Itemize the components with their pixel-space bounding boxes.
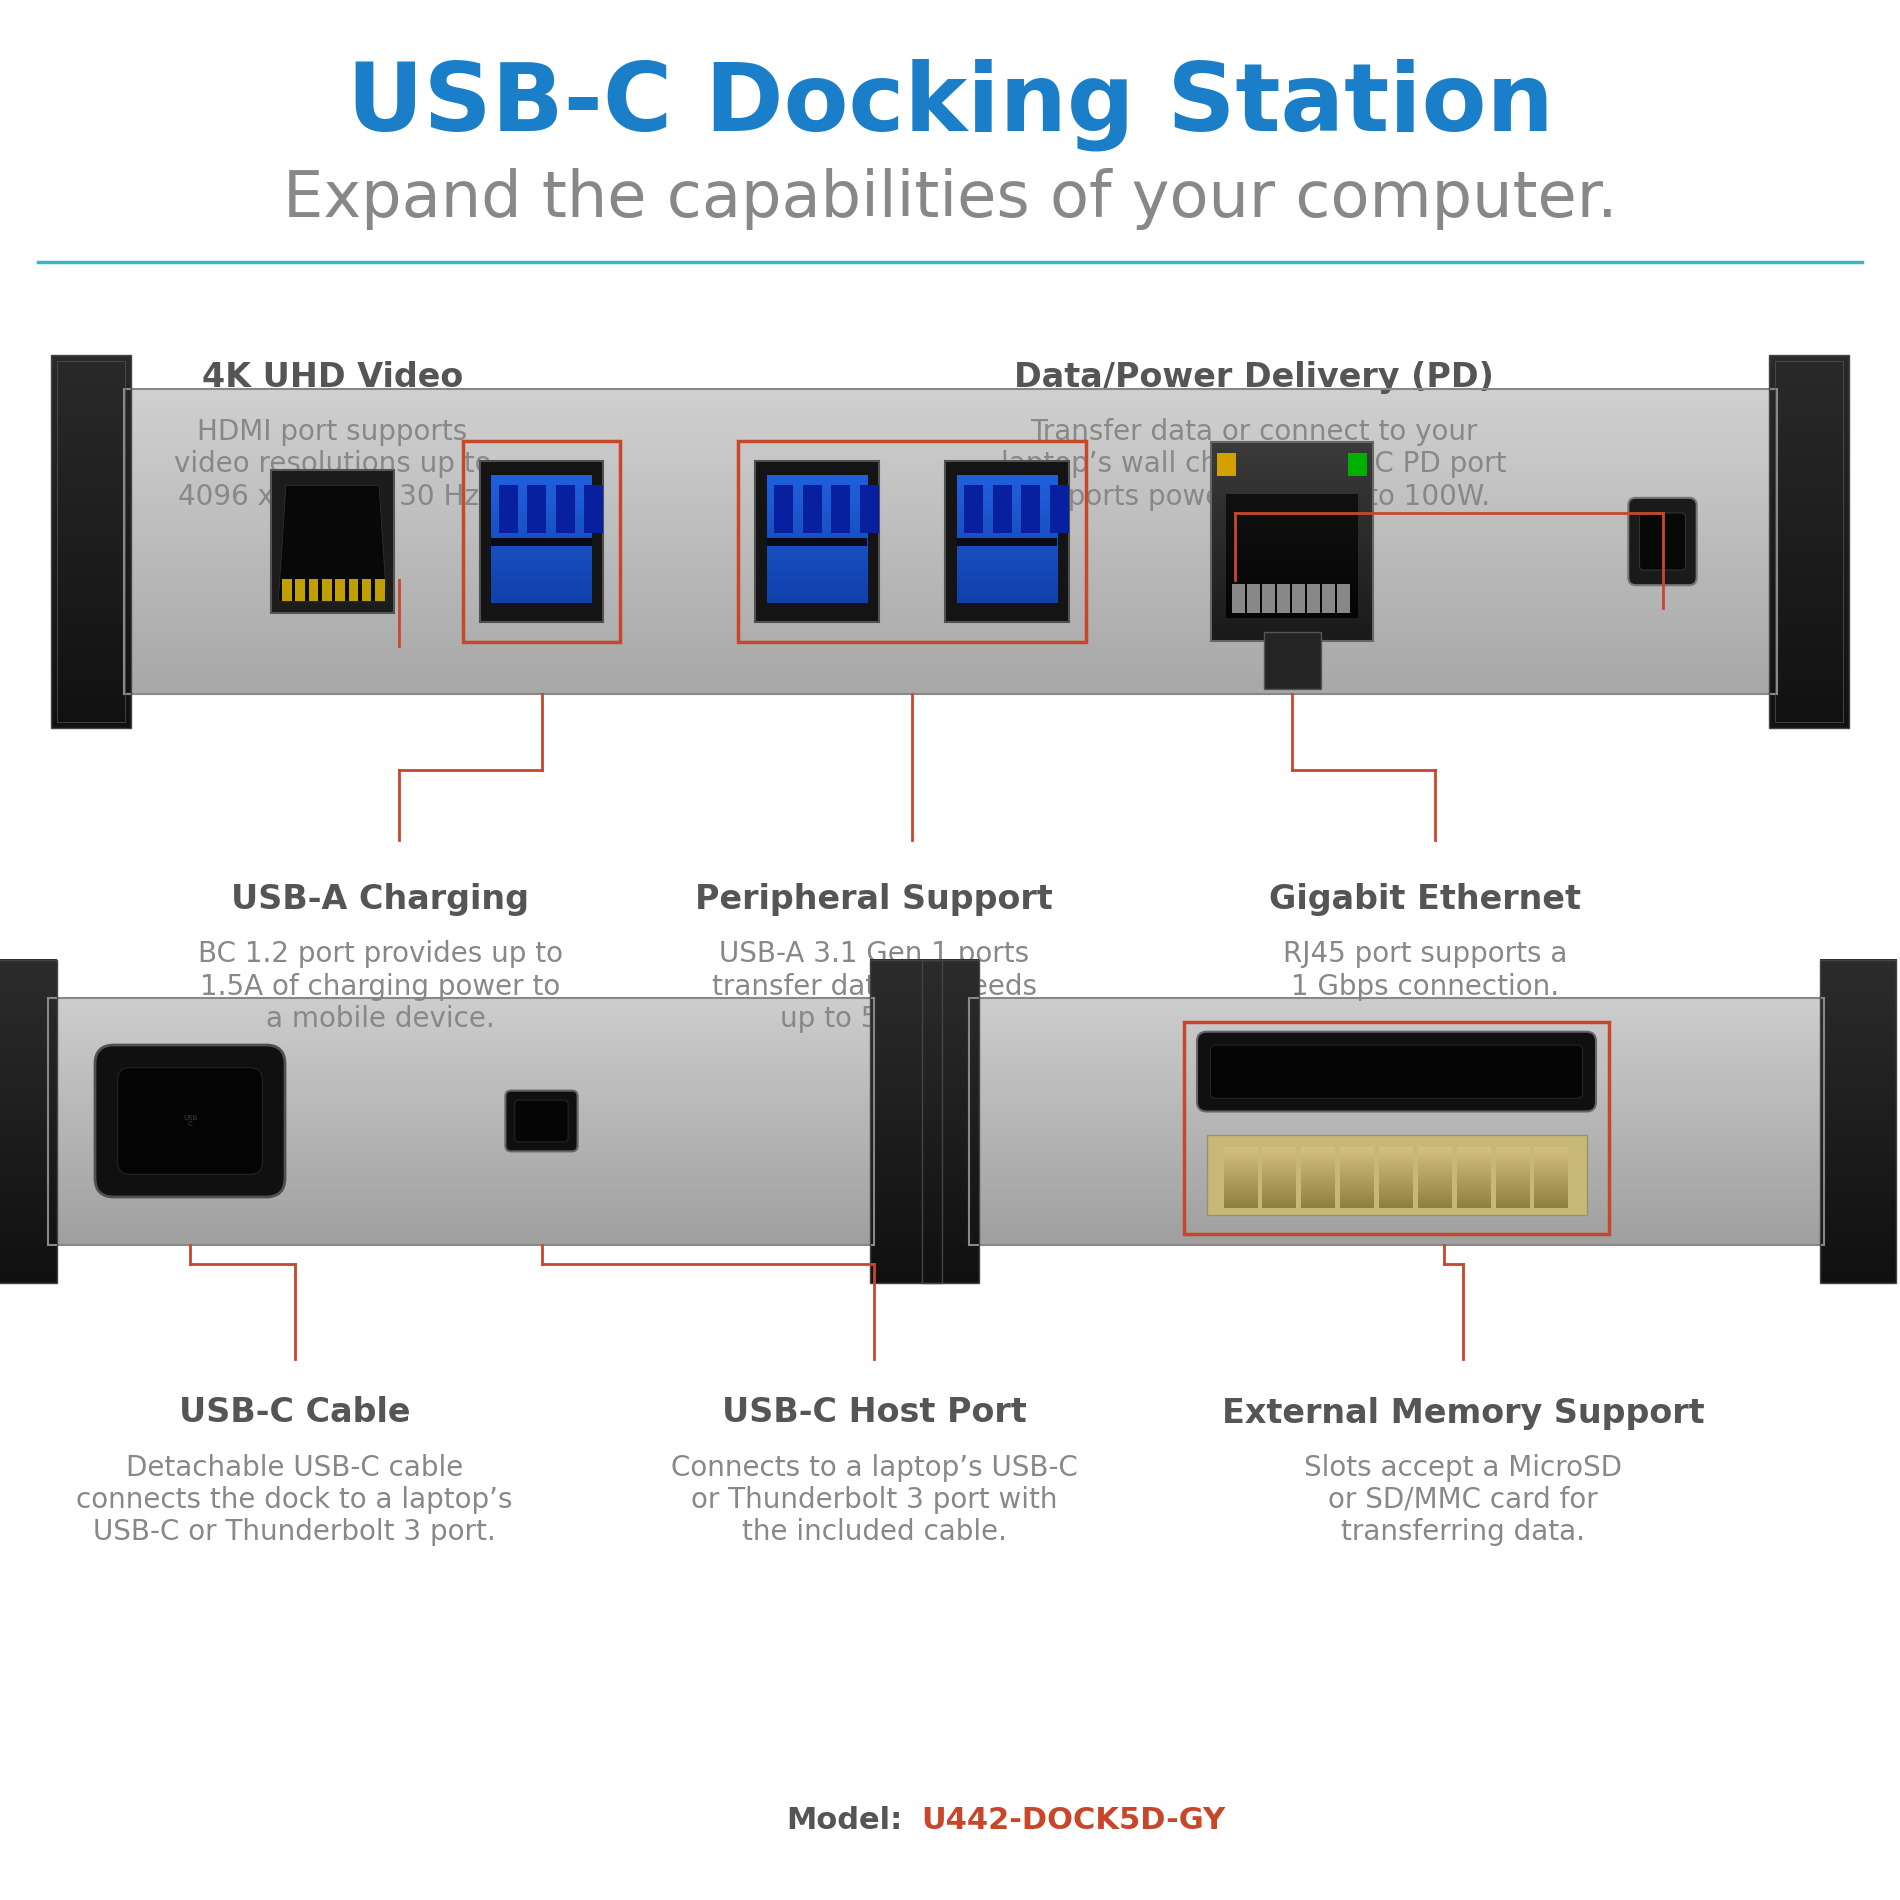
Bar (1246, 583, 1260, 612)
Bar (57, 361, 125, 722)
Text: USB-A 3.1 Gen 1 ports
transfer data at speeds
up to 5 Gbps.: USB-A 3.1 Gen 1 ports transfer data at s… (711, 940, 1037, 1034)
Bar (1262, 583, 1275, 612)
Bar (1022, 484, 1041, 534)
Bar (1307, 583, 1320, 612)
FancyBboxPatch shape (1628, 498, 1697, 585)
Text: USB
C: USB C (182, 1115, 198, 1127)
FancyBboxPatch shape (95, 1045, 285, 1197)
Text: RJ45 port supports a
1 Gbps connection.: RJ45 port supports a 1 Gbps connection. (1282, 940, 1567, 1001)
Text: External Memory Support: External Memory Support (1222, 1396, 1704, 1429)
Bar (296, 578, 304, 600)
Text: USB-C Cable: USB-C Cable (179, 1396, 410, 1429)
Bar (321, 578, 331, 600)
Bar (1206, 1136, 1586, 1216)
Bar (870, 960, 942, 1282)
Bar (737, 441, 1085, 642)
Text: Transfer data or connect to your
laptop’s wall charger. USB-C PD port
supports p: Transfer data or connect to your laptop’… (1001, 418, 1507, 511)
Text: USB-C Host Port: USB-C Host Port (722, 1396, 1026, 1429)
Text: USB-A Charging: USB-A Charging (232, 884, 528, 916)
Bar (498, 484, 517, 534)
Bar (490, 538, 591, 545)
Bar (946, 460, 1068, 621)
Polygon shape (277, 484, 388, 600)
Bar (361, 578, 370, 600)
FancyBboxPatch shape (515, 1100, 568, 1142)
Bar (1212, 441, 1374, 640)
Text: Data/Power Delivery (PD): Data/Power Delivery (PD) (1015, 361, 1493, 393)
Text: Model:: Model: (787, 1805, 902, 1835)
Bar (1820, 960, 1896, 1282)
Bar (124, 390, 1777, 694)
Bar (526, 484, 545, 534)
Bar (334, 578, 344, 600)
FancyBboxPatch shape (118, 1068, 262, 1174)
Bar (1775, 361, 1843, 722)
Bar (555, 484, 574, 534)
Bar (1051, 484, 1070, 534)
Bar (48, 998, 874, 1244)
Bar (0, 960, 57, 1282)
Bar (1184, 1022, 1609, 1235)
Bar (1347, 452, 1366, 475)
Bar (922, 960, 978, 1282)
FancyBboxPatch shape (505, 1091, 578, 1151)
Bar (1277, 583, 1290, 612)
FancyBboxPatch shape (1197, 1032, 1596, 1112)
Bar (832, 484, 851, 534)
Text: Expand the capabilities of your computer.: Expand the capabilities of your computer… (283, 169, 1617, 230)
Text: HDMI port supports
video resolutions up to
4096 x 2160 @ 30 Hz.: HDMI port supports video resolutions up … (173, 418, 492, 511)
Bar (766, 538, 866, 545)
Bar (479, 460, 602, 621)
Bar (376, 578, 384, 600)
Text: USB-C Docking Station: USB-C Docking Station (346, 59, 1554, 150)
Bar (270, 469, 395, 612)
Bar (775, 484, 794, 534)
FancyBboxPatch shape (1640, 513, 1685, 570)
Text: Slots accept a MicroSD
or SD/MMC card for
transferring data.: Slots accept a MicroSD or SD/MMC card fo… (1303, 1454, 1623, 1547)
Text: U442-DOCK5D-GY: U442-DOCK5D-GY (922, 1805, 1226, 1835)
Bar (1292, 583, 1305, 612)
Bar (1233, 583, 1246, 612)
Bar (462, 441, 619, 642)
Bar (1264, 631, 1320, 688)
Bar (583, 484, 602, 534)
Text: Peripheral Support: Peripheral Support (695, 884, 1053, 916)
Bar (1338, 583, 1351, 612)
Bar (281, 578, 293, 600)
Bar (958, 538, 1058, 545)
Text: Detachable USB-C cable
connects the dock to a laptop’s
USB-C or Thunderbolt 3 po: Detachable USB-C cable connects the dock… (76, 1454, 513, 1547)
Bar (1322, 583, 1336, 612)
Bar (1216, 452, 1235, 475)
FancyBboxPatch shape (1210, 1045, 1583, 1098)
Text: Gigabit Ethernet: Gigabit Ethernet (1269, 884, 1581, 916)
Bar (969, 998, 1824, 1244)
Bar (994, 484, 1013, 534)
Bar (754, 460, 878, 621)
Bar (350, 578, 357, 600)
Bar (1769, 355, 1849, 728)
Text: 4K UHD Video: 4K UHD Video (201, 361, 464, 393)
Bar (965, 484, 984, 534)
Bar (859, 484, 878, 534)
Bar (51, 355, 131, 728)
Text: BC 1.2 port provides up to
1.5A of charging power to
a mobile device.: BC 1.2 port provides up to 1.5A of charg… (198, 940, 562, 1034)
Bar (308, 578, 319, 600)
Text: Connects to a laptop’s USB-C
or Thunderbolt 3 port with
the included cable.: Connects to a laptop’s USB-C or Thunderb… (671, 1454, 1077, 1547)
Bar (802, 484, 821, 534)
